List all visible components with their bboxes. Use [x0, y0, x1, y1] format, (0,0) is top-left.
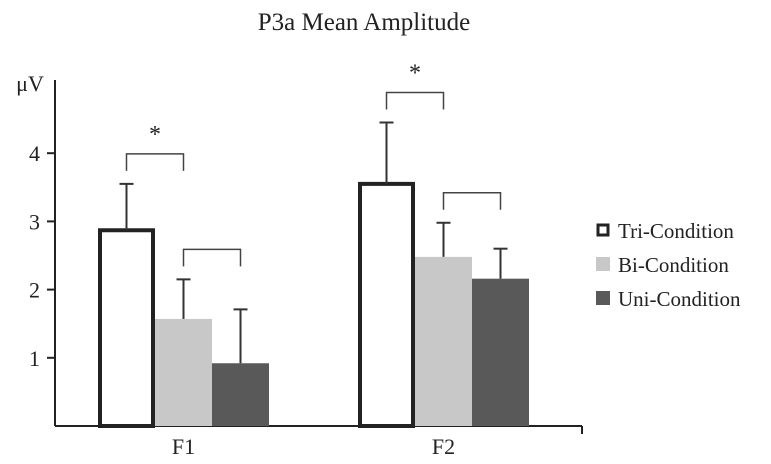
bar-f2-bi-condition	[415, 256, 472, 426]
y-tick-label: 4	[29, 141, 40, 166]
x-tick-label: F1	[172, 434, 195, 459]
bars	[98, 181, 529, 428]
y-tick-label: 3	[29, 209, 40, 234]
significance-brackets: **	[125, 61, 502, 267]
x-tick-labels: F1 F2	[172, 434, 455, 459]
legend-swatch-tri-condition	[596, 223, 610, 237]
legend: Tri-Condition Bi-Condition Uni-Condition	[596, 219, 741, 311]
significance-bracket	[385, 91, 445, 110]
y-ticks: 1 2 3 4	[29, 141, 55, 371]
x-tick-label: F2	[432, 434, 455, 459]
significance-marker: *	[149, 122, 161, 148]
legend-label: Tri-Condition	[618, 219, 734, 243]
significance-marker: *	[409, 61, 421, 87]
legend-swatch-uni-condition	[596, 291, 610, 305]
y-axis-label: μV	[16, 71, 44, 96]
significance-bracket	[125, 153, 185, 171]
significance-bracket	[442, 192, 502, 210]
bar-f1-bi-condition	[155, 318, 212, 426]
y-tick-label: 2	[29, 278, 40, 303]
y-tick-label: 1	[29, 346, 40, 371]
legend-label: Uni-Condition	[618, 287, 741, 311]
bar-f2-uni-condition	[472, 278, 529, 426]
legend-swatch-bi-condition	[596, 257, 610, 271]
chart-title: P3a Mean Amplitude	[258, 9, 470, 36]
bar-f1-tri-condition	[98, 228, 155, 428]
significance-bracket	[182, 248, 242, 267]
bar-f1-uni-condition	[212, 363, 269, 426]
bar-f2-tri-condition	[358, 181, 415, 428]
legend-label: Bi-Condition	[618, 253, 729, 277]
error-bars	[119, 121, 508, 364]
